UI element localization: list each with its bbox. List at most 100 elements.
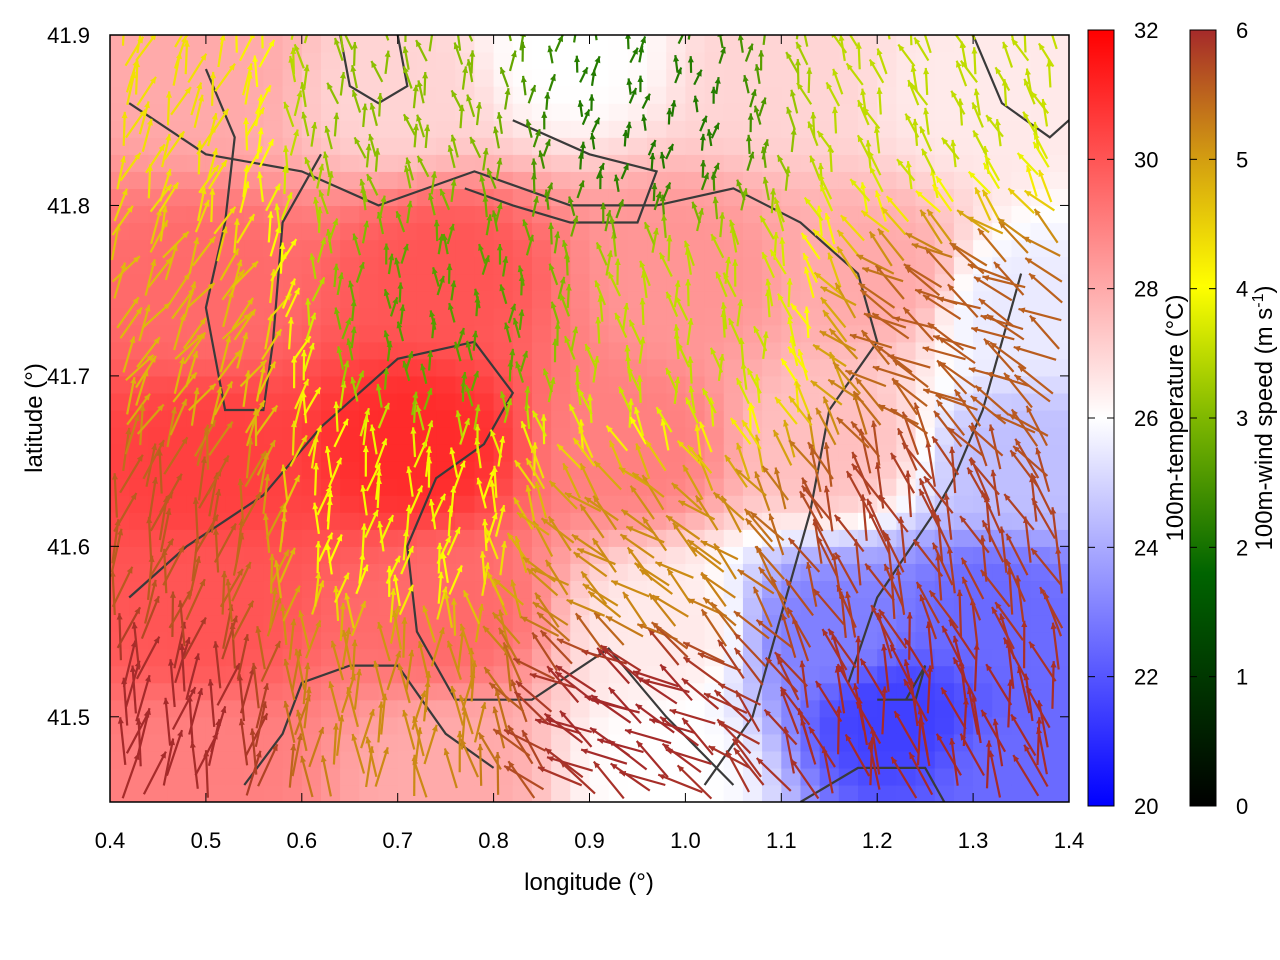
heatmap-cell	[244, 307, 265, 326]
wind-arrow	[981, 519, 1005, 563]
wind-arrow	[940, 687, 967, 730]
heatmap-cell	[934, 648, 955, 667]
heatmap-cell	[397, 631, 418, 650]
heatmap-cell	[340, 478, 360, 496]
wind-arrow	[881, 530, 905, 573]
heatmap-cell	[493, 478, 514, 496]
heatmap-cell	[474, 375, 495, 394]
heatmap-cell	[1049, 750, 1069, 769]
wind-arrow	[1035, 447, 1051, 493]
heatmap-cell	[1049, 597, 1069, 616]
heatmap-cell	[340, 205, 360, 224]
wind-arrow	[239, 359, 268, 388]
wind-arrow	[635, 703, 675, 734]
wind-arrow	[683, 240, 695, 267]
heatmap-cell	[244, 273, 265, 292]
heatmap-cell	[474, 648, 495, 667]
heatmap-cell	[493, 120, 514, 138]
wind-arrow	[213, 528, 220, 573]
wind-arrow	[823, 442, 833, 487]
heatmap-cell	[858, 767, 878, 786]
wind-arrow	[597, 738, 644, 754]
wind-arrow	[619, 533, 655, 559]
wind-arrow	[430, 627, 445, 667]
wind-arrow	[203, 427, 210, 470]
heatmap-cell	[1049, 52, 1069, 70]
wind-arrow	[479, 174, 487, 197]
wind-arrow	[1008, 413, 1049, 437]
heatmap-cell	[263, 784, 284, 802]
wind-arrow	[377, 701, 385, 743]
heatmap-cell	[551, 103, 571, 121]
heatmap-cell	[378, 273, 399, 292]
wind-arrow	[473, 288, 481, 309]
wind-arrow	[1002, 637, 1028, 681]
heatmap-cell	[1049, 784, 1069, 802]
heatmap-cell	[915, 205, 936, 224]
heatmap-cell	[186, 784, 207, 802]
heatmap-cell	[167, 205, 188, 224]
wind-arrow	[732, 738, 762, 778]
wind-arrow	[517, 265, 525, 287]
heatmap-cell	[666, 205, 686, 224]
heatmap-cell	[666, 784, 686, 802]
wind-arrow	[819, 330, 857, 352]
heatmap-cell	[1049, 444, 1069, 462]
wind-arrow	[736, 179, 746, 201]
heatmap-cell	[551, 222, 571, 241]
wind-arrow	[595, 317, 602, 344]
heatmap-cell	[627, 375, 648, 394]
heatmap-cell	[838, 716, 859, 735]
wind-arrow	[534, 718, 582, 735]
wind-arrow	[1050, 661, 1057, 709]
heatmap-cell	[397, 784, 418, 802]
heatmap-cell	[819, 256, 840, 275]
heatmap-cell	[148, 478, 169, 496]
heatmap-cell	[436, 103, 456, 121]
heatmap-cell	[531, 103, 552, 121]
wind-arrow	[808, 726, 836, 768]
wind-arrow	[310, 121, 318, 147]
heatmap-cell	[800, 375, 821, 394]
wind-arrow	[641, 114, 648, 131]
wind-arrow	[550, 301, 560, 325]
wind-arrow	[289, 129, 299, 156]
wind-arrow	[919, 594, 938, 640]
heatmap-cell	[992, 699, 1013, 718]
heatmap-cell	[129, 597, 149, 616]
heatmap-cell	[723, 120, 744, 138]
wind-arrow	[208, 420, 234, 456]
heatmap-cell	[436, 358, 456, 377]
heatmap-cell	[781, 188, 802, 207]
wind-arrow	[168, 659, 176, 708]
wind-arrow	[658, 252, 673, 277]
heatmap-cell	[992, 290, 1013, 309]
heatmap-cell	[340, 444, 360, 462]
wind-arrow	[478, 243, 487, 264]
wind-arrow	[1036, 700, 1049, 748]
heatmap-cell	[800, 784, 821, 802]
heatmap-cell	[474, 767, 495, 786]
heatmap-cell	[551, 784, 571, 802]
wind-arrow	[985, 740, 992, 789]
heatmap-cell	[340, 324, 360, 343]
wind-arrow	[985, 114, 1004, 138]
wind-arrow	[469, 50, 476, 74]
heatmap-cell	[915, 52, 936, 70]
wind-arrow	[643, 221, 656, 246]
heatmap-cell	[819, 563, 840, 582]
wind-arrow	[922, 294, 962, 321]
wind-arrow	[386, 650, 402, 691]
wind-arrow	[495, 157, 503, 180]
heatmap-cell	[627, 392, 648, 411]
wind-arrow	[959, 733, 985, 777]
wind-arrow	[327, 457, 343, 488]
wind-arrow	[729, 219, 740, 245]
heatmap-cell	[896, 137, 917, 155]
heatmap-cell	[493, 103, 514, 121]
heatmap-cell	[263, 495, 284, 513]
heatmap-cell	[378, 392, 399, 411]
wind-arrow	[369, 102, 378, 127]
y-tick-label: 41.8	[47, 193, 90, 218]
heatmap-cell	[282, 324, 303, 343]
